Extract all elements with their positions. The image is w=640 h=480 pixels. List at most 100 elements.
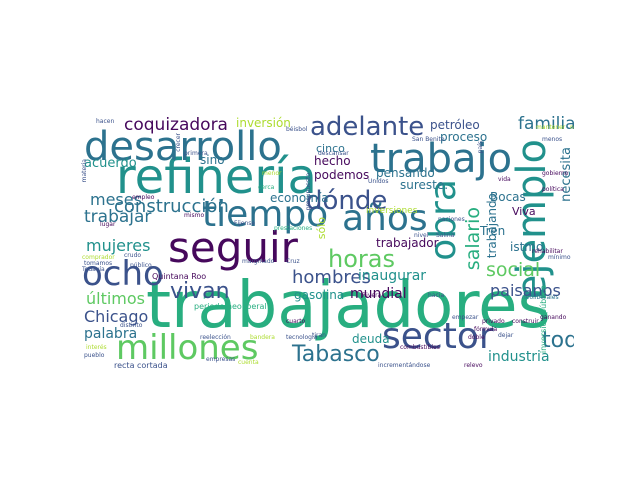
word-familia: familia: [518, 114, 574, 134]
word-crecer: crecer: [175, 133, 182, 152]
word-interes: interés: [86, 344, 107, 351]
word-tiran: tiran: [312, 332, 326, 339]
word-sino: sino: [200, 153, 225, 167]
word-ultimos: últimos: [86, 289, 146, 308]
word-cuenta: cuenta: [238, 359, 259, 366]
word-tomamos: tomamos: [84, 260, 113, 267]
word-gobierno: gobierno: [542, 170, 569, 177]
word-vida: vida: [498, 176, 511, 183]
word-podemos: podemos: [314, 168, 370, 182]
word-desarrollo: desarrollo: [84, 124, 282, 170]
word-minimo: mínimo: [548, 254, 571, 261]
word-dejar: dejar: [498, 332, 514, 339]
word-cloud: trabajadores refinería desarrollo trabaj…: [80, 109, 574, 370]
word-anos: años: [342, 198, 428, 239]
word-formula: fórmula: [474, 326, 498, 333]
word-incrementandose: incrementándose: [378, 362, 431, 369]
word-mujeres: mujeres: [86, 236, 151, 255]
word-trabajando: trabajando: [485, 193, 499, 259]
word-construccion: construcción: [114, 196, 229, 217]
word-coquizadora: coquizadora: [124, 115, 228, 135]
word-bocas: Bocas: [490, 190, 526, 204]
word-proceso: proceso: [440, 130, 488, 144]
word-periodo-neoliberal: periodo neoliberal: [194, 302, 267, 311]
word-deuda: deuda: [352, 332, 390, 346]
word-bandera: bandera: [250, 334, 275, 341]
word-cuarto: cuarto: [286, 318, 306, 325]
word-hacia: hacia: [428, 292, 445, 299]
word-donde: dónde: [306, 186, 388, 216]
word-combustibles: combustibles: [400, 344, 440, 351]
word-empezar: empezar: [452, 314, 479, 321]
word-privado: privado: [482, 318, 505, 325]
word-recta-cortada: recta cortada: [114, 361, 168, 370]
word-unidos: Unidos: [368, 178, 389, 185]
word-mundial: mundial: [350, 286, 407, 302]
word-hacen: hacen: [96, 118, 115, 125]
word-palabra: palabra: [84, 326, 138, 342]
word-san-benito: San Benito: [412, 136, 445, 143]
word-pensando: pensando: [376, 166, 435, 180]
word-ganando: ganando: [540, 314, 567, 321]
word-marginado: marginado: [242, 258, 275, 265]
word-construir: construir: [512, 318, 539, 325]
word-quintana-roo: Quintana Roo: [152, 272, 207, 281]
word-millones: millones: [116, 328, 259, 368]
word-distinto: distinto: [120, 322, 143, 329]
word-rivera: Rivera: [362, 292, 382, 299]
word-sector: sector: [382, 316, 494, 357]
word-crudo: crudo: [124, 252, 142, 259]
word-tren: Tren: [480, 224, 506, 238]
word-tabasco: Tabasco: [292, 342, 380, 367]
word-mantener: mantener: [536, 124, 566, 131]
word-primera: primera: [184, 150, 208, 157]
word-paisanos: paisanos: [490, 281, 561, 300]
word-fijense: Fíjense: [234, 220, 256, 227]
word-menos: menos: [542, 136, 563, 143]
word-tiempo: tiempo: [202, 194, 329, 235]
word-mismo: mismo: [184, 212, 205, 219]
word-vivan: vivan: [170, 279, 230, 304]
word-pais: país: [477, 141, 484, 154]
word-petroleo: petróleo: [430, 118, 480, 132]
word-industria: industria: [488, 349, 550, 365]
word-chicago: Chicago: [84, 307, 149, 326]
word-cerca: cerca: [258, 184, 275, 191]
word-trabajadores: trabajadores: [146, 269, 551, 343]
word-toda: toda: [542, 328, 574, 353]
word-ocho: ocho: [82, 254, 164, 294]
word-tecnologia: tecnología: [286, 334, 318, 341]
word-politica: política: [542, 186, 564, 193]
word-seguir: seguir: [168, 223, 298, 272]
word-inaugurar: inaugurar: [358, 268, 427, 284]
word-meses: meses: [90, 190, 142, 209]
word-doble: doble: [468, 334, 485, 341]
word-cruz: Cruz: [286, 258, 300, 265]
word-publico: público: [130, 262, 152, 269]
word-empleo: empleo: [132, 194, 155, 201]
word-salario: salario: [462, 207, 484, 271]
word-trabajo: trabajo: [370, 136, 513, 182]
word-nivel: nivel: [414, 232, 429, 239]
word-hecho: hecho: [314, 154, 351, 168]
word-salina: Salina: [436, 232, 455, 239]
word-nuevo: nuevo: [570, 124, 574, 131]
word-materia: materia: [81, 159, 88, 183]
word-todavia: Todavía: [82, 266, 105, 273]
word-horas: horas: [328, 245, 395, 273]
word-pueblo: pueblo: [84, 352, 105, 359]
word-cinco: cinco: [316, 142, 345, 155]
word-economia: economía: [270, 191, 329, 205]
word-hombres: hombres: [292, 267, 371, 288]
word-naciones: naciones: [438, 216, 465, 223]
word-reeleccion: reelección: [200, 334, 231, 341]
word-istmo: istmo: [510, 240, 544, 254]
word-empresas: empresas: [206, 356, 236, 363]
word-adelante: adelante: [310, 112, 425, 142]
word-beisbol: béisbol: [286, 126, 308, 133]
word-menor: menor: [262, 170, 282, 177]
word-comprador: comprador: [82, 254, 115, 261]
word-prestaciones: prestaciones: [274, 225, 313, 232]
word-social: social: [486, 259, 541, 281]
word-lugar: lugar: [100, 221, 116, 228]
